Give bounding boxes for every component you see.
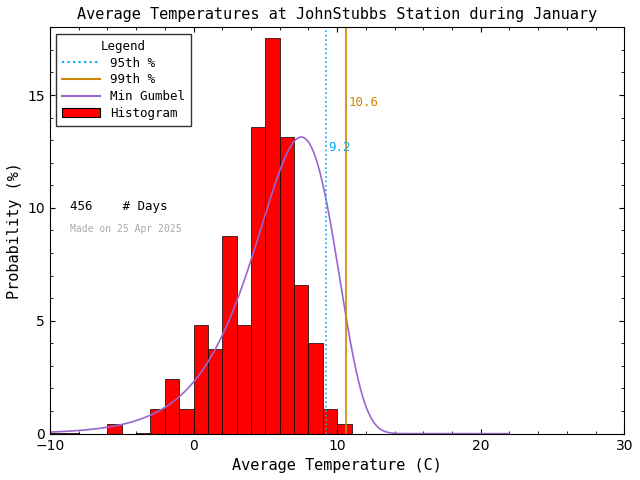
Bar (323, 409, 337, 433)
X-axis label: Average Temperature (C): Average Temperature (C) (232, 458, 442, 473)
Bar (337, 424, 351, 433)
Legend: 95th %, 99th %, Min Gumbel, Histogram: 95th %, 99th %, Min Gumbel, Histogram (56, 34, 191, 126)
Text: Made on 25 Apr 2025: Made on 25 Apr 2025 (70, 224, 182, 234)
Bar (193, 325, 208, 433)
Bar (308, 343, 323, 433)
Bar (179, 409, 193, 433)
Text: 456    # Days: 456 # Days (70, 200, 168, 213)
Bar (294, 285, 308, 433)
Bar (208, 349, 222, 433)
Bar (108, 424, 122, 433)
Bar (165, 380, 179, 433)
Text: 9.2: 9.2 (328, 142, 351, 155)
Bar (251, 127, 266, 433)
Y-axis label: Probability (%): Probability (%) (7, 162, 22, 299)
Title: Average Temperatures at JohnStubbs Station during January: Average Temperatures at JohnStubbs Stati… (77, 7, 597, 22)
Bar (266, 37, 280, 433)
Bar (280, 136, 294, 433)
Bar (237, 325, 251, 433)
Bar (150, 409, 165, 433)
Bar (222, 236, 237, 433)
Text: 10.6: 10.6 (349, 96, 379, 109)
